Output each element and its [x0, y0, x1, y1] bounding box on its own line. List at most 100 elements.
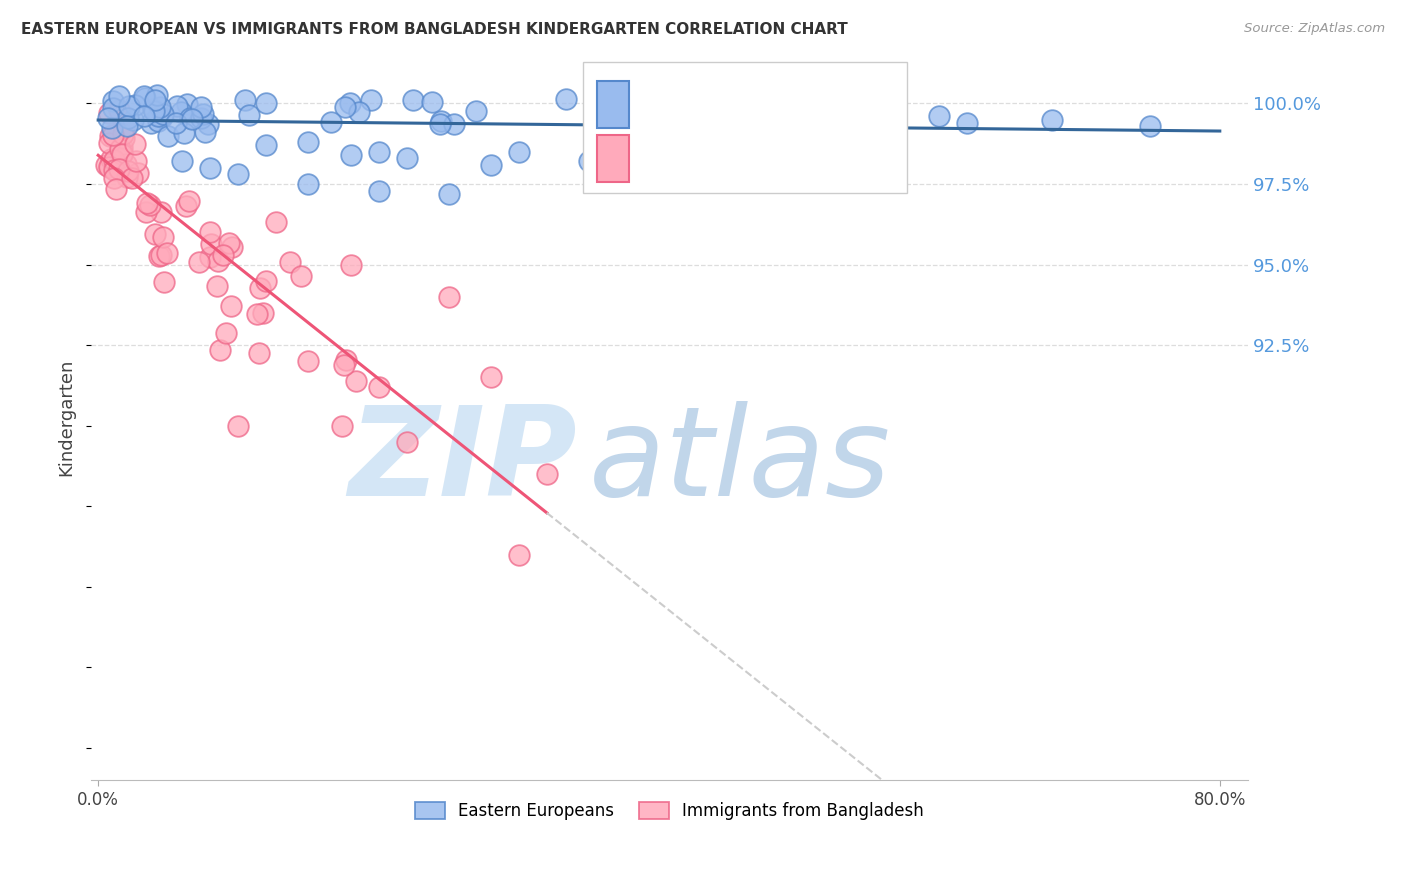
Point: [420, 95, 443, 109]
Point: [333, 100, 356, 114]
Point: [628, 88, 651, 103]
Point: [215, 326, 238, 340]
Point: [105, 161, 128, 175]
Point: [464, 104, 486, 119]
Point: [187, 254, 209, 268]
Point: [339, 148, 361, 162]
Point: [135, 195, 157, 210]
Point: [297, 135, 319, 149]
Point: [127, 166, 149, 180]
Text: atlas: atlas: [589, 401, 890, 522]
Point: [437, 290, 460, 304]
Y-axis label: Kindergarten: Kindergarten: [58, 359, 75, 476]
Point: [679, 99, 702, 113]
Point: [200, 237, 222, 252]
Point: [165, 116, 187, 130]
Point: [103, 171, 125, 186]
Point: [228, 168, 250, 182]
Point: [238, 107, 260, 121]
Point: [264, 215, 287, 229]
Point: [190, 111, 212, 125]
FancyBboxPatch shape: [582, 62, 907, 193]
Point: [108, 103, 131, 118]
Point: [554, 92, 576, 106]
Point: [616, 102, 638, 116]
Point: [146, 88, 169, 103]
Point: [132, 109, 155, 123]
Point: [344, 374, 367, 388]
Point: [112, 130, 135, 145]
Point: [367, 184, 389, 198]
Text: ZIP: ZIP: [349, 401, 576, 522]
Point: [108, 88, 131, 103]
Point: [112, 120, 135, 135]
Point: [170, 104, 193, 119]
Point: [479, 158, 502, 172]
Point: [105, 182, 128, 196]
Point: [246, 307, 269, 321]
Point: [508, 548, 530, 562]
Point: [152, 107, 174, 121]
FancyBboxPatch shape: [596, 80, 628, 128]
Point: [198, 251, 221, 265]
Point: [115, 119, 138, 133]
Point: [956, 116, 979, 130]
Point: [254, 138, 277, 153]
Point: [190, 99, 212, 113]
Point: [111, 140, 134, 154]
FancyBboxPatch shape: [596, 135, 628, 182]
Point: [1139, 119, 1161, 133]
Text: R =  0.555   N = 82: R = 0.555 N = 82: [647, 95, 808, 113]
Point: [97, 159, 120, 173]
Point: [124, 137, 146, 152]
Point: [97, 112, 120, 126]
Point: [249, 281, 271, 295]
Point: [155, 246, 177, 260]
Point: [179, 194, 201, 208]
Point: [367, 145, 389, 159]
Point: [349, 105, 371, 120]
Point: [135, 205, 157, 219]
Point: [122, 113, 145, 128]
Point: [103, 163, 125, 178]
Point: [194, 125, 217, 139]
Point: [142, 102, 165, 116]
Point: [339, 258, 361, 272]
Point: [367, 380, 389, 394]
Point: [173, 127, 195, 141]
Point: [145, 227, 167, 241]
Point: [117, 164, 139, 178]
Point: [176, 96, 198, 111]
Point: [152, 230, 174, 244]
Point: [111, 127, 134, 141]
Point: [1040, 112, 1063, 127]
Point: [928, 109, 950, 123]
Point: [118, 99, 141, 113]
Point: [254, 95, 277, 110]
Point: [710, 115, 733, 129]
Point: [166, 98, 188, 112]
Point: [124, 97, 146, 112]
Point: [149, 205, 172, 219]
Point: [429, 117, 451, 131]
Point: [179, 112, 201, 126]
Point: [150, 110, 173, 124]
Point: [437, 186, 460, 201]
Point: [207, 254, 229, 268]
Point: [103, 94, 125, 108]
Point: [174, 199, 197, 213]
Point: [121, 170, 143, 185]
Point: [117, 169, 139, 184]
Point: [297, 177, 319, 191]
Point: [676, 135, 699, 149]
Point: [108, 162, 131, 177]
Point: [134, 91, 156, 105]
Point: [98, 136, 121, 151]
Point: [150, 247, 173, 261]
Point: [143, 103, 166, 118]
Point: [209, 343, 232, 357]
Point: [395, 151, 418, 165]
Point: [339, 95, 361, 110]
Point: [103, 153, 125, 168]
Point: [101, 101, 124, 115]
